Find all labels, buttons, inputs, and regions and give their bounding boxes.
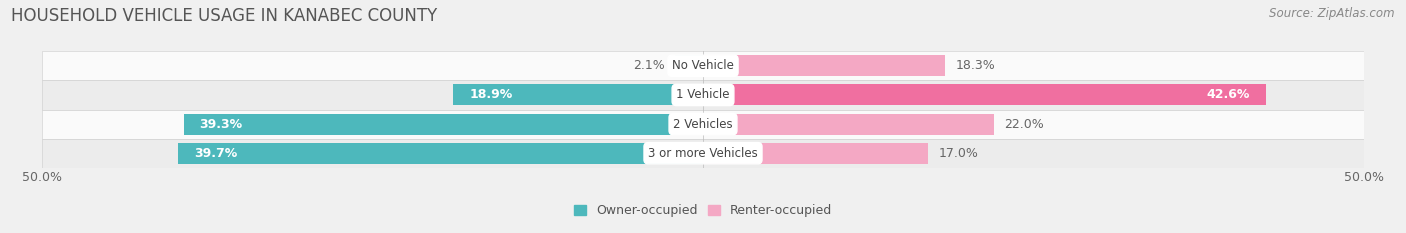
Bar (42, 110, 1364, 139)
Bar (703, 143, 928, 164)
Text: 42.6%: 42.6% (1206, 89, 1250, 101)
Text: 17.0%: 17.0% (938, 147, 979, 160)
Legend: Owner-occupied, Renter-occupied: Owner-occupied, Renter-occupied (568, 199, 838, 222)
Bar (453, 85, 703, 105)
Bar (703, 55, 945, 76)
Bar (42, 51, 1364, 80)
Text: 18.9%: 18.9% (470, 89, 512, 101)
Bar (703, 85, 1265, 105)
Bar (42, 80, 1364, 110)
Text: 18.3%: 18.3% (956, 59, 995, 72)
Text: No Vehicle: No Vehicle (672, 59, 734, 72)
Text: 2 Vehicles: 2 Vehicles (673, 118, 733, 130)
Text: 3 or more Vehicles: 3 or more Vehicles (648, 147, 758, 160)
Bar (42, 139, 1364, 168)
Text: Source: ZipAtlas.com: Source: ZipAtlas.com (1270, 7, 1395, 20)
Text: 2.1%: 2.1% (633, 59, 665, 72)
Text: 39.7%: 39.7% (194, 147, 238, 160)
Text: 1 Vehicle: 1 Vehicle (676, 89, 730, 101)
Bar (179, 143, 703, 164)
Bar (703, 113, 994, 134)
Bar (184, 113, 703, 134)
Text: HOUSEHOLD VEHICLE USAGE IN KANABEC COUNTY: HOUSEHOLD VEHICLE USAGE IN KANABEC COUNT… (11, 7, 437, 25)
Text: 39.3%: 39.3% (200, 118, 243, 130)
Text: 22.0%: 22.0% (1004, 118, 1045, 130)
Bar (675, 55, 703, 76)
